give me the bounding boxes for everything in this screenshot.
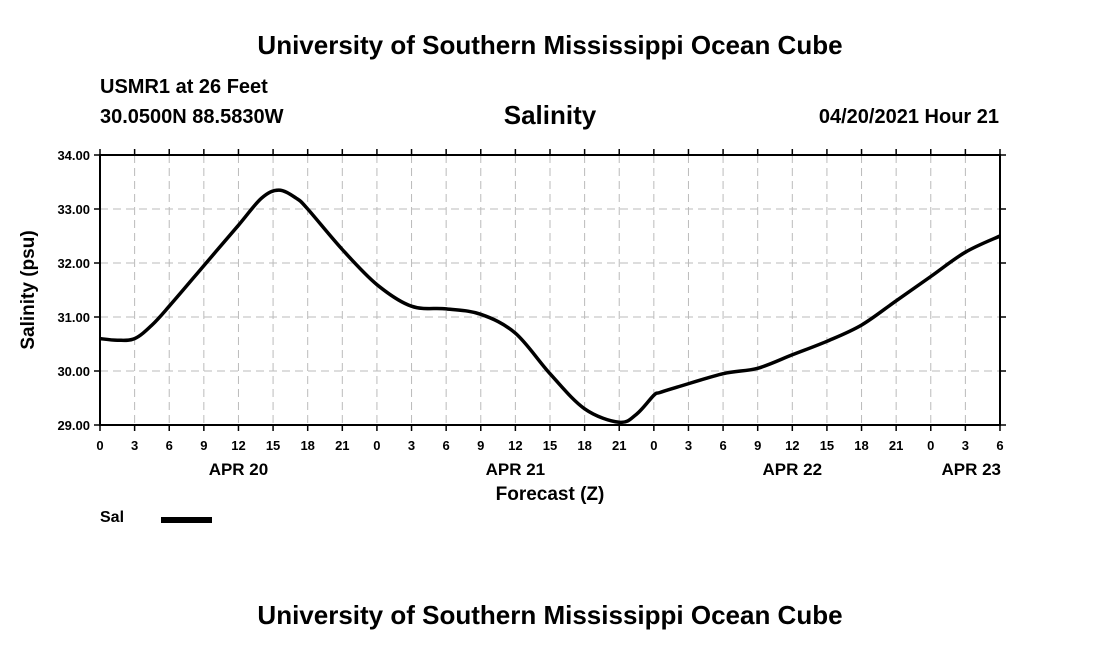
- x-tick-label: 0: [650, 438, 657, 453]
- x-tick-label: 6: [719, 438, 726, 453]
- series-line-sal: [99, 188, 1001, 425]
- x-axis-label: Forecast (Z): [496, 484, 605, 505]
- y-tick-label: 34.00: [57, 148, 90, 163]
- x-tick-label: 12: [785, 438, 799, 453]
- x-tick-label: 3: [131, 438, 138, 453]
- x-tick-label: 9: [754, 438, 761, 453]
- legend-line-swatch: [161, 517, 212, 523]
- x-tick-label: 18: [577, 438, 591, 453]
- date-label: APR 20: [209, 460, 269, 479]
- y-tick-label: 33.00: [57, 202, 90, 217]
- x-tick-label: 0: [373, 438, 380, 453]
- top-title: University of Southern Mississippi Ocean…: [257, 30, 843, 60]
- x-tick-label: 18: [854, 438, 868, 453]
- station-label: USMR1 at 26 Feet: [100, 76, 268, 98]
- plot-frame: [99, 154, 1001, 426]
- date-label: APR 22: [763, 460, 823, 479]
- x-tick-label: 0: [96, 438, 103, 453]
- x-tick-label: 18: [300, 438, 314, 453]
- grid-lines: [100, 155, 1000, 425]
- bottom-title: University of Southern Mississippi Ocean…: [257, 600, 843, 630]
- x-tick-label: 0: [927, 438, 934, 453]
- date-label: APR 21: [486, 460, 546, 479]
- x-tick-label: 21: [889, 438, 903, 453]
- x-tick-label: 9: [200, 438, 207, 453]
- y-tick-label: 29.00: [57, 418, 90, 433]
- tick-labels: 29.00 30.00 31.00 32.00 33.00 34.00 0 3 6 9 12 15 18…: [57, 148, 1003, 479]
- station-coordinates: 30.0500N 88.5830W: [100, 106, 284, 128]
- axes: [94, 149, 1006, 431]
- forecast-datetime: 04/20/2021 Hour 21: [818, 106, 999, 128]
- x-tick-label: 15: [266, 438, 280, 453]
- x-tick-label: 6: [996, 438, 1003, 453]
- x-tick-label: 9: [477, 438, 484, 453]
- y-tick-label: 30.00: [57, 364, 90, 379]
- x-tick-label: 12: [231, 438, 245, 453]
- date-label: APR 23: [941, 460, 1001, 479]
- y-tick-label: 32.00: [57, 256, 90, 271]
- x-tick-label: 15: [820, 438, 834, 453]
- y-tick-label: 31.00: [57, 310, 90, 325]
- legend-label: Sal: [100, 509, 125, 526]
- x-tick-label: 3: [408, 438, 415, 453]
- x-tick-label: 21: [335, 438, 349, 453]
- x-tick-label: 6: [166, 438, 173, 453]
- x-tick-label: 12: [508, 438, 522, 453]
- x-tick-label: 3: [685, 438, 692, 453]
- chart-title: Salinity: [503, 100, 597, 130]
- x-tick-label: 6: [443, 438, 450, 453]
- y-axis-label: Salinity (psu): [18, 230, 39, 349]
- x-tick-label: 3: [962, 438, 969, 453]
- x-tick-label: 21: [612, 438, 626, 453]
- x-tick-label: 15: [543, 438, 557, 453]
